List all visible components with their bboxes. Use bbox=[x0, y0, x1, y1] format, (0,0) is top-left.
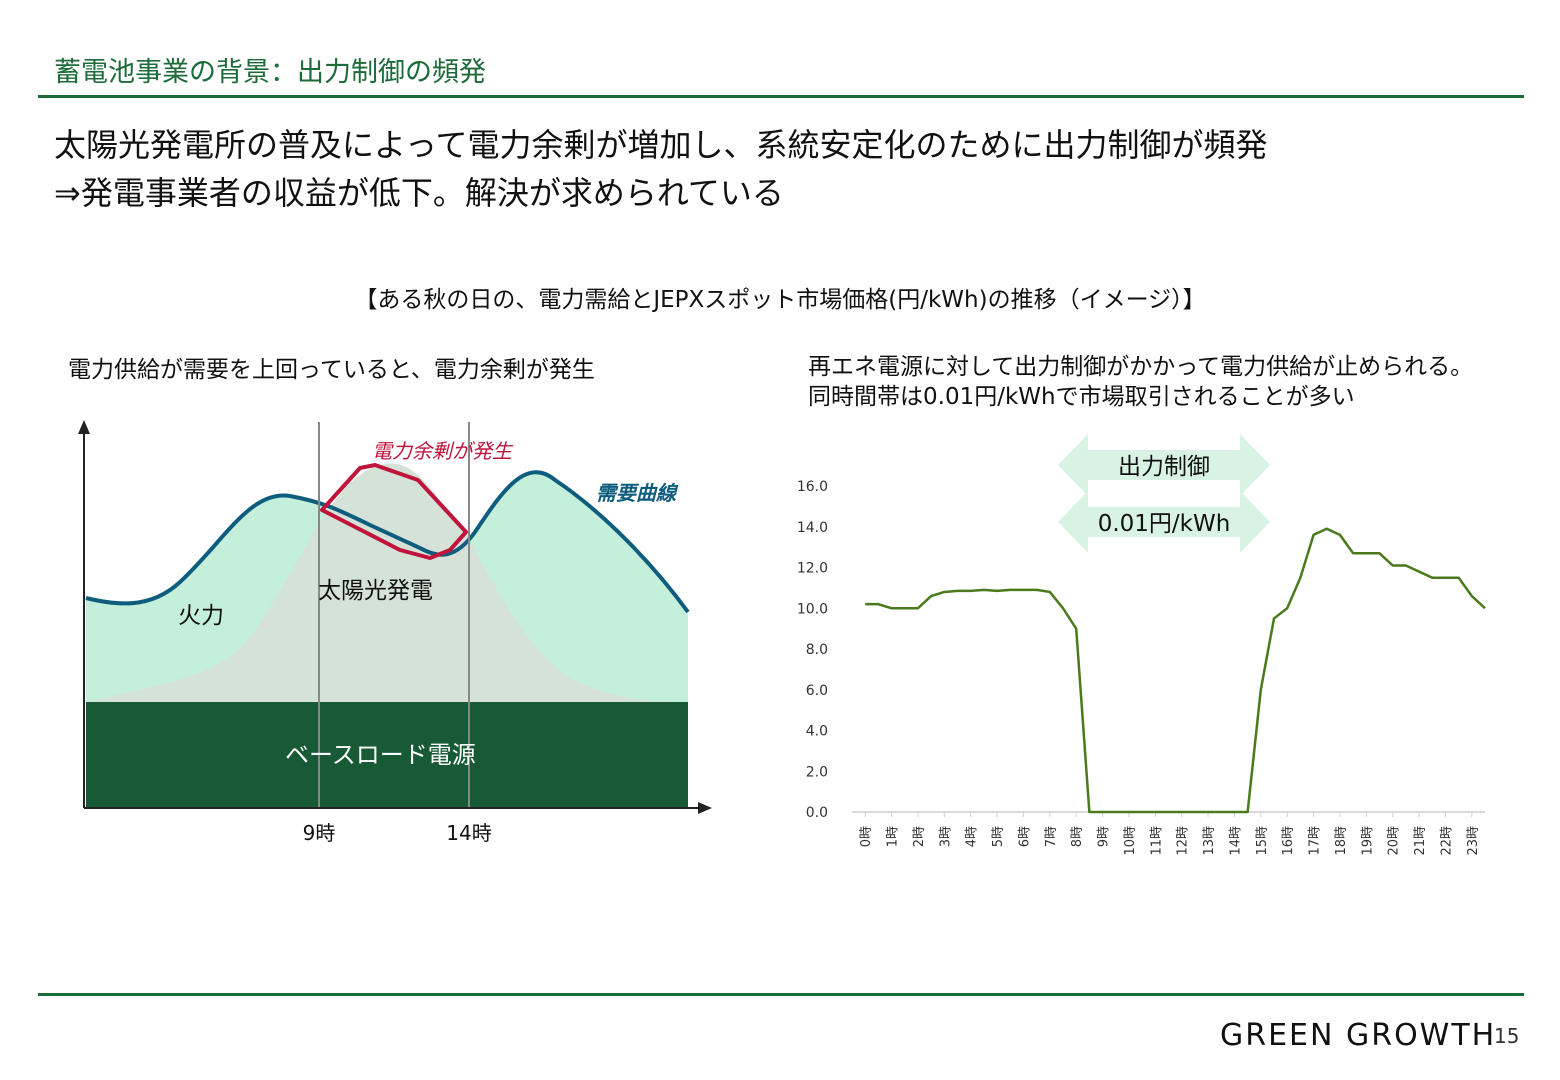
x-tick-label: 7時 bbox=[1044, 826, 1059, 847]
y-tick-label: 6.0 bbox=[806, 683, 828, 699]
surplus-label: 電力余剰が発生 bbox=[372, 439, 514, 463]
demand-curve-label: 需要曲線 bbox=[596, 481, 679, 505]
chart-series bbox=[865, 527, 1486, 814]
x-tick-label: 21時 bbox=[1413, 826, 1428, 856]
y-tick-label: 10.0 bbox=[797, 601, 828, 617]
x-tick-label: 6時 bbox=[1017, 826, 1032, 847]
x-tick-label: 17時 bbox=[1308, 826, 1323, 856]
x-tick-label: 23時 bbox=[1466, 826, 1481, 856]
x-tick-label: 0時 bbox=[859, 826, 874, 847]
y-tick-label: 14.0 bbox=[797, 520, 828, 536]
y-tick-label: 0.0 bbox=[806, 805, 828, 821]
x-tick-label: 11時 bbox=[1149, 826, 1164, 856]
y-tick-label: 8.0 bbox=[806, 642, 828, 658]
x-tick-label: 10時 bbox=[1123, 826, 1138, 856]
base-load-label: ベースロード電源 bbox=[285, 741, 476, 769]
company-logo: GREEN GROWTH bbox=[1220, 1018, 1497, 1053]
title-divider bbox=[38, 95, 1524, 98]
page-title: 蓄電池事業の背景：出力制御の頻発 bbox=[54, 57, 486, 88]
demand-curve bbox=[85, 470, 690, 614]
x-tick-label: 14時 bbox=[1228, 826, 1243, 856]
figure-caption: 【ある秋の日の、電力需給とJEPXスポット市場価格(円/kWh)の推移（イメージ… bbox=[354, 287, 1206, 313]
y-tick-label: 12.0 bbox=[797, 561, 828, 577]
surplus-outline bbox=[320, 463, 468, 560]
solar-area bbox=[86, 463, 688, 702]
left-panel-caption: 電力供給が需要を上回っていると、電力余剰が発生 bbox=[68, 357, 595, 383]
jepx-price-chart: 出力制御 0.01円/kWh 0.0 2.0 4.0 6.0 8.0 10.0 12.0 14… bbox=[797, 434, 1486, 856]
x-tick-label: 4時 bbox=[965, 826, 980, 847]
x-tick-label: 18時 bbox=[1334, 826, 1349, 856]
supply-demand-diagram: 電力余剰が発生 需要曲線 太陽光発電 火力 ベースロード電源 9時 14時 bbox=[78, 420, 712, 845]
thermal-label: 火力 bbox=[178, 603, 224, 629]
x-tick-label: 9時 bbox=[1097, 826, 1112, 847]
x-tick-label: 20時 bbox=[1387, 826, 1402, 856]
price-arrow bbox=[1058, 491, 1270, 553]
x-tick-label: 19時 bbox=[1360, 826, 1375, 856]
solar-label: 太陽光発電 bbox=[318, 578, 433, 604]
base-load-area bbox=[86, 702, 688, 808]
x-tick-label: 5時 bbox=[991, 826, 1006, 847]
x-tick-label: 2時 bbox=[912, 826, 927, 847]
time-label-14: 14時 bbox=[446, 821, 491, 845]
x-tick-label: 15時 bbox=[1255, 826, 1270, 856]
x-tick-label: 13時 bbox=[1202, 826, 1217, 856]
footer-divider bbox=[38, 993, 1524, 996]
x-tick-label: 16時 bbox=[1281, 826, 1296, 856]
curtailment-arrow-label: 出力制御 bbox=[1118, 454, 1210, 480]
x-tick-label: 8時 bbox=[1070, 826, 1085, 847]
x-tick-label: 22時 bbox=[1439, 826, 1454, 856]
curtailment-arrow bbox=[1058, 434, 1270, 496]
time-label-9: 9時 bbox=[303, 821, 336, 845]
x-tick-label: 3時 bbox=[938, 826, 953, 847]
price-series-line bbox=[865, 527, 1486, 814]
lead-line-1: 太陽光発電所の普及によって電力余剰が増加し、系統安定化のために出力制御が頻発 bbox=[54, 126, 1268, 164]
right-panel-caption: 再エネ電源に対して出力制御がかかって電力供給が止められる。同時間帯は0.01円/… bbox=[808, 354, 1474, 410]
price-arrow-label: 0.01円/kWh bbox=[1098, 511, 1231, 537]
lead-line-2: ⇒発電事業者の収益が低下。解決が求められている bbox=[54, 174, 784, 212]
page-number: 15 bbox=[1494, 1024, 1520, 1048]
x-axis-arrow-icon bbox=[698, 802, 712, 814]
x-tick-label: 12時 bbox=[1176, 826, 1191, 856]
y-tick-label: 16.0 bbox=[797, 479, 828, 495]
chart-axes: 0.0 2.0 4.0 6.0 8.0 10.0 12.0 14.0 16.0 0時 1時 2時 3時 4… bbox=[797, 479, 1485, 856]
y-tick-label: 4.0 bbox=[806, 724, 828, 740]
x-tick-label: 1時 bbox=[886, 826, 901, 847]
y-tick-label: 2.0 bbox=[806, 764, 828, 780]
y-axis-arrow-icon bbox=[78, 420, 90, 434]
